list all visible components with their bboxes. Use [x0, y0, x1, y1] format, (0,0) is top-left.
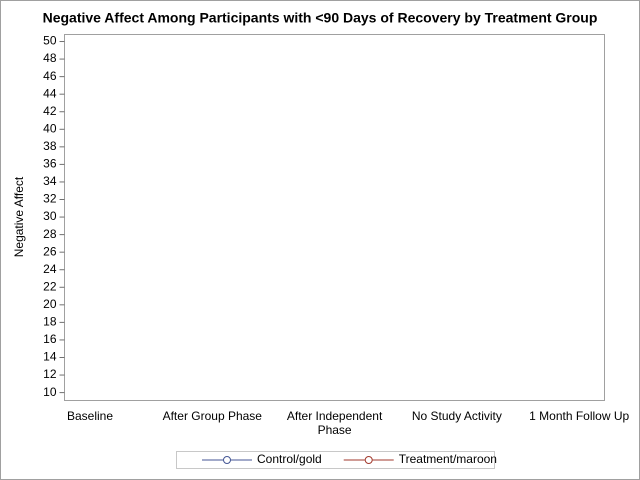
y-tick-label: 38 — [43, 139, 57, 153]
chart-title: Negative Affect Among Participants with … — [43, 10, 598, 26]
y-tick-label: 16 — [43, 332, 57, 346]
y-tick-label: 48 — [43, 51, 57, 65]
y-tick-label: 32 — [43, 192, 57, 206]
y-tick-label: 44 — [43, 86, 57, 100]
legend-frame — [176, 451, 495, 469]
y-tick-label: 26 — [43, 244, 57, 258]
y-tick-label: 46 — [43, 69, 57, 83]
x-tick-label: After Independent Phase — [286, 409, 383, 437]
legend-marker — [364, 456, 373, 464]
x-tick-label: 1 Month Follow Up — [529, 409, 630, 423]
y-axis-label: Negative Affect — [12, 176, 26, 257]
legend-marker — [223, 456, 231, 464]
y-tick-label: 10 — [43, 385, 57, 399]
y-tick-label: 30 — [43, 209, 57, 223]
x-tick-label: After Group Phase — [162, 409, 262, 423]
legend-label: Control/gold — [257, 452, 322, 466]
y-tick-label: 34 — [43, 174, 57, 188]
y-tick-label: 12 — [43, 367, 57, 381]
y-tick-label: 18 — [43, 315, 57, 329]
y-tick-label: 24 — [43, 262, 57, 276]
y-tick-label: 28 — [43, 227, 57, 241]
x-tick-label: No Study Activity — [411, 409, 502, 423]
y-tick-label: 20 — [43, 297, 57, 311]
x-tick-label: Baseline — [66, 409, 114, 423]
y-tick-label: 50 — [43, 34, 57, 48]
y-tick-label: 36 — [43, 157, 57, 171]
y-tick-label: 22 — [43, 279, 57, 293]
y-tick-label: 42 — [43, 104, 57, 118]
y-tick-label: 40 — [43, 121, 57, 135]
y-tick-label: 14 — [43, 350, 57, 364]
legend-label: Treatment/maroon — [399, 452, 497, 466]
